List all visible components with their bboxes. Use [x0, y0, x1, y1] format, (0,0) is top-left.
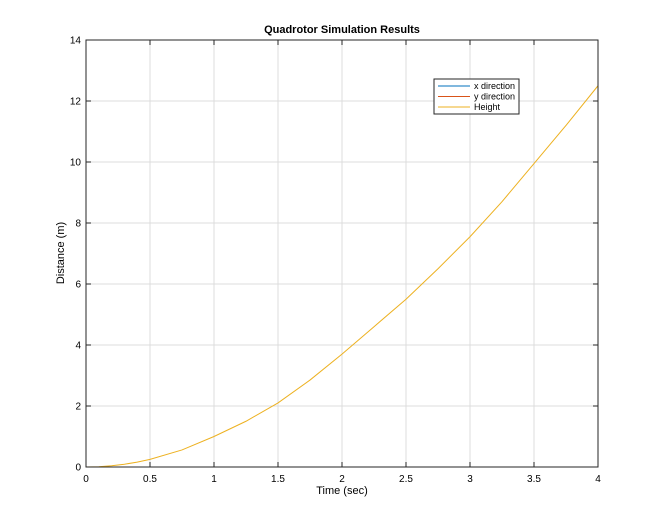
- legend-label-x-direction: x direction: [474, 81, 515, 91]
- y-tick-label: 14: [70, 36, 82, 47]
- legend-label-y-direction: y direction: [474, 92, 515, 102]
- x-tick-label: 1.5: [271, 474, 285, 485]
- x-tick-label: 3: [467, 474, 473, 485]
- x-tick-label: 2: [339, 474, 345, 485]
- x-tick-label: 0: [83, 474, 89, 485]
- x-tick-label: 4: [595, 474, 601, 485]
- x-tick-label: 1: [211, 474, 217, 485]
- x-tick-label: 3.5: [527, 474, 541, 485]
- y-tick-label: 8: [75, 219, 81, 230]
- legend-label-height: Height: [474, 102, 501, 112]
- x-tick-label: 2.5: [399, 474, 413, 485]
- plot-area: 0 0.5 1 1.5 2 2.5 3 3.5 4 0 2 4 6 8 10 12 14: [70, 36, 601, 486]
- chart-title: Quadrotor Simulation Results: [264, 24, 420, 36]
- y-tick-label: 12: [70, 97, 82, 108]
- series-line-height: [85, 85, 599, 468]
- y-axis-label: Distance (m): [55, 222, 67, 284]
- y-tick-label: 2: [75, 402, 81, 413]
- x-axis-label: Time (sec): [316, 485, 368, 497]
- x-tick-label: 0.5: [143, 474, 157, 485]
- y-tick-label: 4: [75, 341, 81, 352]
- y-tick-label: 6: [75, 280, 81, 291]
- y-tick-label: 0: [75, 463, 81, 474]
- y-tick-label: 10: [70, 158, 82, 169]
